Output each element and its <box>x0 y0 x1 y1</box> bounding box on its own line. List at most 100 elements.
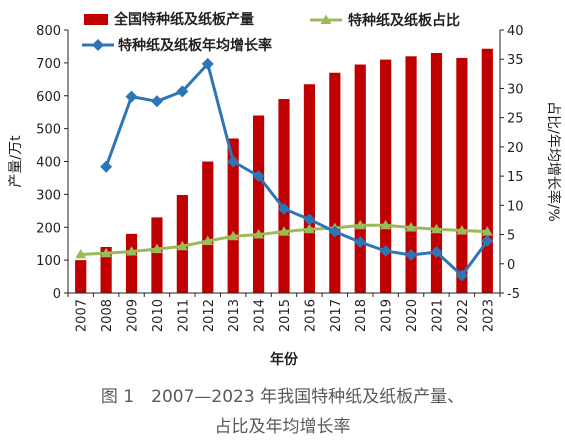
left-tick-label: 300 <box>36 188 61 203</box>
growth-point-2008 <box>100 160 113 173</box>
share-point-2007 <box>75 248 87 259</box>
left-axis-label: 产量/万t <box>8 135 24 188</box>
growth-point-2014 <box>252 170 265 183</box>
line-series <box>75 57 494 282</box>
bar-2022 <box>456 57 468 293</box>
growth-point-2009 <box>125 90 138 103</box>
share-point-2011 <box>176 240 188 251</box>
bar-2010 <box>151 217 163 293</box>
left-tick-label: 200 <box>36 221 61 236</box>
right-tick-label: 20 <box>507 141 524 156</box>
bar-2009 <box>125 233 138 293</box>
share-point-2014 <box>253 229 265 239</box>
growth-line <box>104 62 489 277</box>
bar-2014 <box>252 115 265 293</box>
share-point-2016 <box>303 223 315 234</box>
left-tick-label: 600 <box>36 90 61 105</box>
x-tick-label: 2020 <box>405 299 420 332</box>
figure-caption-line-1: 图 1 2007—2023 年我国特种纸及纸板产量、 <box>100 387 465 407</box>
x-tick-label: 2015 <box>278 299 293 332</box>
growth-point-2019 <box>379 244 392 257</box>
x-tick-label: 2021 <box>430 299 445 332</box>
left-tick-label: 100 <box>36 254 61 269</box>
left-tick-label: 800 <box>36 24 61 39</box>
share-point-2010 <box>151 243 163 254</box>
axes: 0 100 200 300 400 500 600 700 800 -5 0 5 10 15 20 25 30 3… <box>8 24 562 368</box>
x-tick-label: 2012 <box>202 299 217 332</box>
legend-label-production: 全国特种纸及纸板产量 <box>113 11 254 28</box>
x-tick-label: 2017 <box>329 299 344 332</box>
growth-point-2022 <box>455 269 468 282</box>
legend-label-growth: 特种纸及纸板年均增长率 <box>118 37 272 54</box>
bar-2016 <box>303 84 316 294</box>
growth-point-2017 <box>328 225 341 238</box>
right-tick-label: 35 <box>507 53 524 68</box>
bar-2018 <box>354 64 366 293</box>
right-tick-label: 5 <box>507 229 515 244</box>
x-tick-label: 2010 <box>151 299 166 332</box>
x-tick-label: 2022 <box>456 299 471 332</box>
growth-point-2011 <box>176 85 189 98</box>
right-tick-label: 10 <box>507 199 524 214</box>
bar-2007 <box>75 260 87 293</box>
right-tick-label: 15 <box>507 170 524 185</box>
legend-swatch-production <box>84 14 108 25</box>
chart: 0 100 200 300 400 500 600 700 800 -5 0 5 10 15 20 25 30 3… <box>8 11 562 368</box>
share-point-2015 <box>278 226 290 236</box>
x-tick-label: 2013 <box>227 299 242 332</box>
production-bars <box>75 48 493 294</box>
bar-2017 <box>329 72 341 293</box>
bar-2012 <box>202 161 214 293</box>
x-tick-label: 2023 <box>481 299 496 332</box>
bar-2015 <box>278 99 290 293</box>
share-point-2018 <box>354 219 366 230</box>
growth-point-2010 <box>150 95 163 108</box>
bar-2008 <box>100 246 112 293</box>
growth-point-2023 <box>481 234 494 247</box>
x-tick-label: 2016 <box>303 299 318 332</box>
share-point-2008 <box>100 247 112 258</box>
share-point-2009 <box>126 246 138 256</box>
left-tick-label: 500 <box>36 123 61 138</box>
share-point-2022 <box>456 224 468 235</box>
x-tick-label: 2014 <box>253 299 268 332</box>
share-point-2019 <box>380 219 392 230</box>
bar-2020 <box>405 56 417 293</box>
right-tick-label: 30 <box>507 82 524 97</box>
x-tick-label: 2018 <box>354 299 369 332</box>
growth-point-2018 <box>354 236 367 249</box>
right-tick-label: 40 <box>507 24 524 39</box>
share-point-2020 <box>405 222 417 232</box>
legend-marker-growth <box>92 39 104 51</box>
growth-point-2020 <box>405 249 418 262</box>
right-tick-label: 25 <box>507 112 524 127</box>
left-tick-label: 0 <box>53 287 61 302</box>
bar-2023 <box>481 48 493 293</box>
figure-caption-line-2: 占比及年均增长率 <box>214 417 351 437</box>
x-tick-label: 2019 <box>380 299 395 332</box>
x-tick-label: 2008 <box>100 299 115 332</box>
growth-point-2013 <box>227 155 240 168</box>
share-point-2013 <box>227 230 239 241</box>
growth-point-2012 <box>201 57 214 70</box>
left-tick-label: 400 <box>36 156 61 171</box>
x-tick-label: 2011 <box>176 299 191 332</box>
legend-marker-share <box>320 14 332 24</box>
right-axis-label: 占比/年均增长率/% <box>545 101 562 222</box>
bar-2013 <box>227 138 239 293</box>
legend-label-share: 特种纸及纸板占比 <box>348 12 460 29</box>
right-tick-label: -5 <box>507 287 520 302</box>
growth-point-2015 <box>278 202 290 215</box>
growth-point-2016 <box>303 213 316 226</box>
x-tick-label: 2007 <box>75 299 90 332</box>
x-axis-label: 年份 <box>270 351 299 368</box>
growth-point-2021 <box>430 246 443 259</box>
right-tick-label: 0 <box>507 258 515 273</box>
bar-2019 <box>380 59 392 294</box>
share-point-2021 <box>430 223 442 234</box>
x-tick-label: 2009 <box>126 299 141 332</box>
left-tick-label: 700 <box>36 57 61 72</box>
bar-2021 <box>430 53 443 294</box>
share-point-2023 <box>481 226 493 236</box>
